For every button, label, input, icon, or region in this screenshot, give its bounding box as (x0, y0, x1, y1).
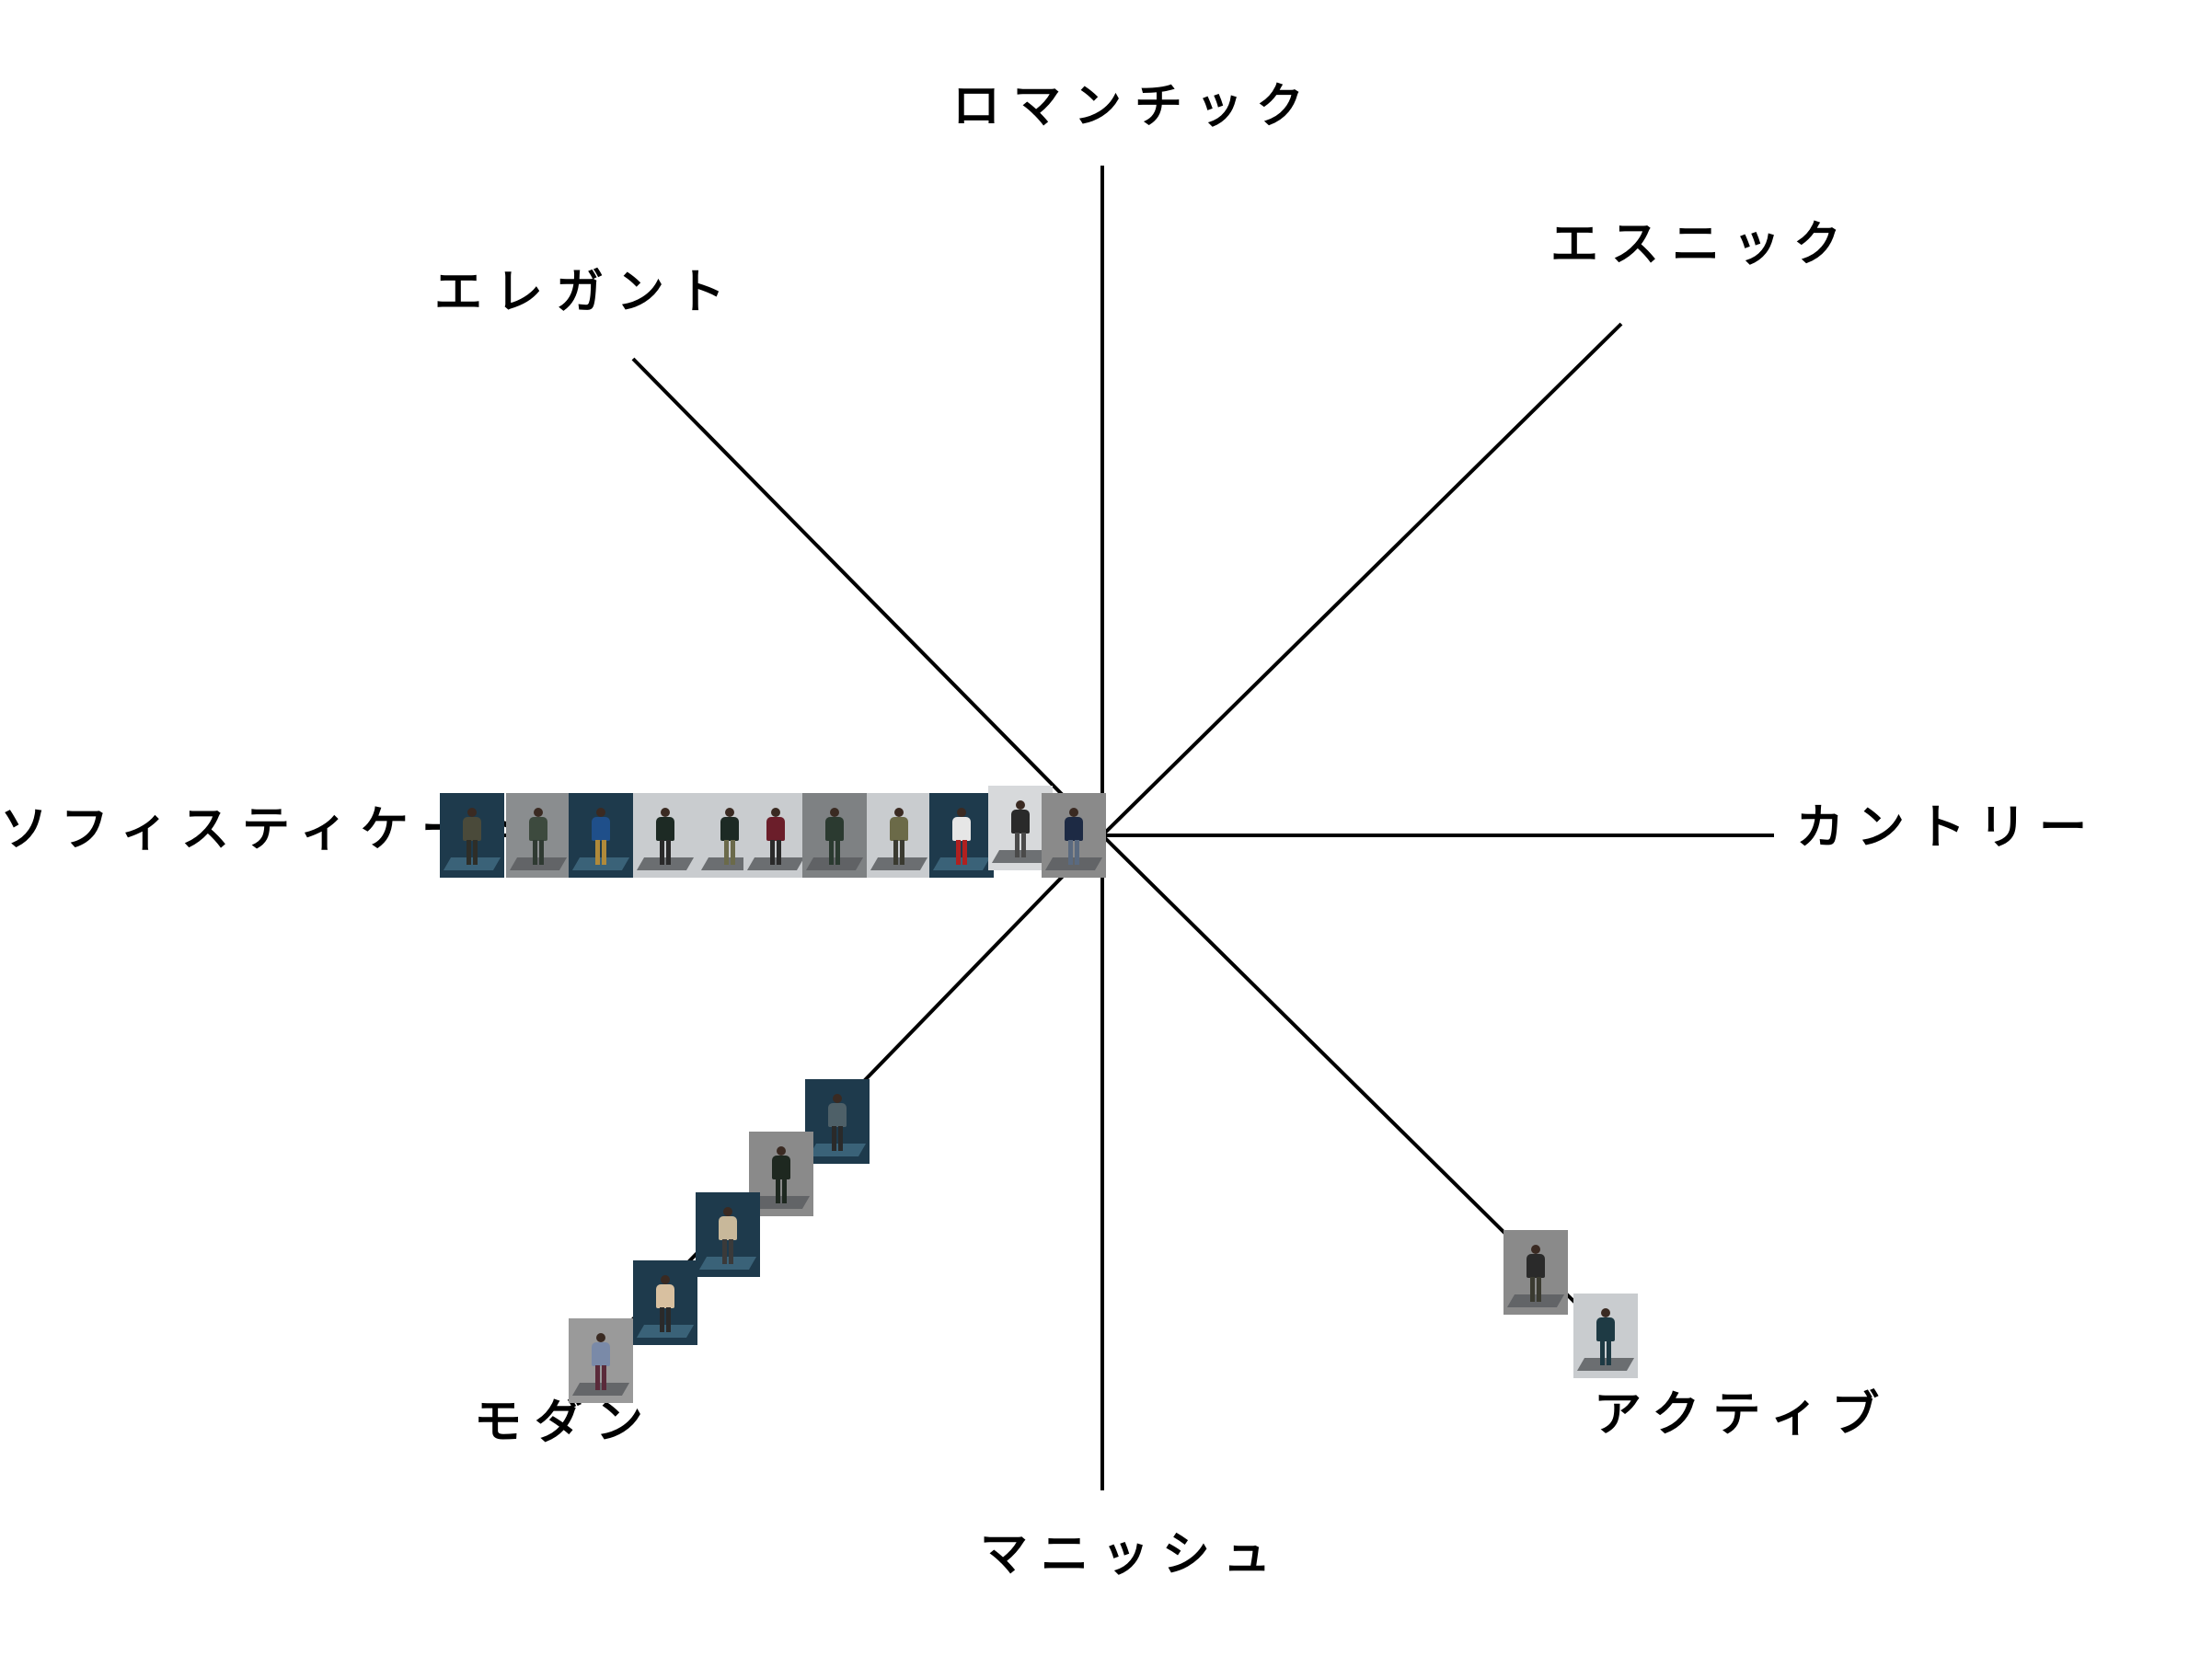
outfit-figure (462, 808, 482, 865)
outfit-figure (1596, 1308, 1616, 1365)
axis-label-romantic: ロマンチック (952, 79, 1318, 134)
axis-label-mannish: マニッシュ (980, 1527, 1285, 1582)
outfit-figure (766, 808, 786, 865)
outfit-figure (1010, 800, 1031, 857)
outfit-thumbnail-sophisticate (440, 793, 504, 878)
axis-label-country: カントリー (1796, 800, 2101, 856)
outfit-figure (718, 1207, 738, 1264)
outfit-thumbnail-sophisticate (1042, 793, 1106, 878)
outfit-thumbnail-sophisticate (929, 793, 994, 878)
outfit-figure (528, 808, 548, 865)
axis-line-active (1100, 834, 1577, 1305)
outfit-figure (591, 808, 611, 865)
outfit-figure (824, 808, 845, 865)
axis-label-ethnic: エスニック (1550, 217, 1855, 272)
outfit-thumbnail-modern (569, 1318, 633, 1403)
outfit-figure (655, 808, 675, 865)
outfit-thumbnail-sophisticate (743, 793, 808, 878)
outfit-thumbnail-active (1573, 1294, 1638, 1378)
outfit-thumbnail-modern (696, 1192, 760, 1277)
outfit-thumbnail-sophisticate (802, 793, 867, 878)
axis-label-active: アクティブ (1594, 1387, 1893, 1443)
outfit-figure (655, 1275, 675, 1332)
outfit-thumbnail-active (1503, 1230, 1568, 1315)
axis-label-modern: モダン (474, 1395, 657, 1450)
axis-label-elegant: エレガント (434, 265, 739, 320)
outfit-thumbnail-modern (633, 1260, 697, 1345)
outfit-figure (951, 808, 972, 865)
outfit-thumbnail-sophisticate (569, 793, 633, 878)
outfit-figure (1064, 808, 1084, 865)
outfit-thumbnail-sophisticate (633, 793, 697, 878)
axis-line-ethnic (1100, 322, 1623, 837)
outfit-thumbnail-sophisticate (867, 793, 931, 878)
outfit-figure (720, 808, 740, 865)
outfit-figure (827, 1094, 847, 1151)
outfit-figure (1526, 1245, 1546, 1302)
axis-line-elegant (631, 357, 1104, 837)
outfit-figure (591, 1333, 611, 1390)
outfit-figure (889, 808, 909, 865)
outfit-thumbnail-sophisticate (506, 793, 570, 878)
outfit-thumbnail-modern (805, 1079, 870, 1164)
outfit-figure (771, 1146, 791, 1203)
